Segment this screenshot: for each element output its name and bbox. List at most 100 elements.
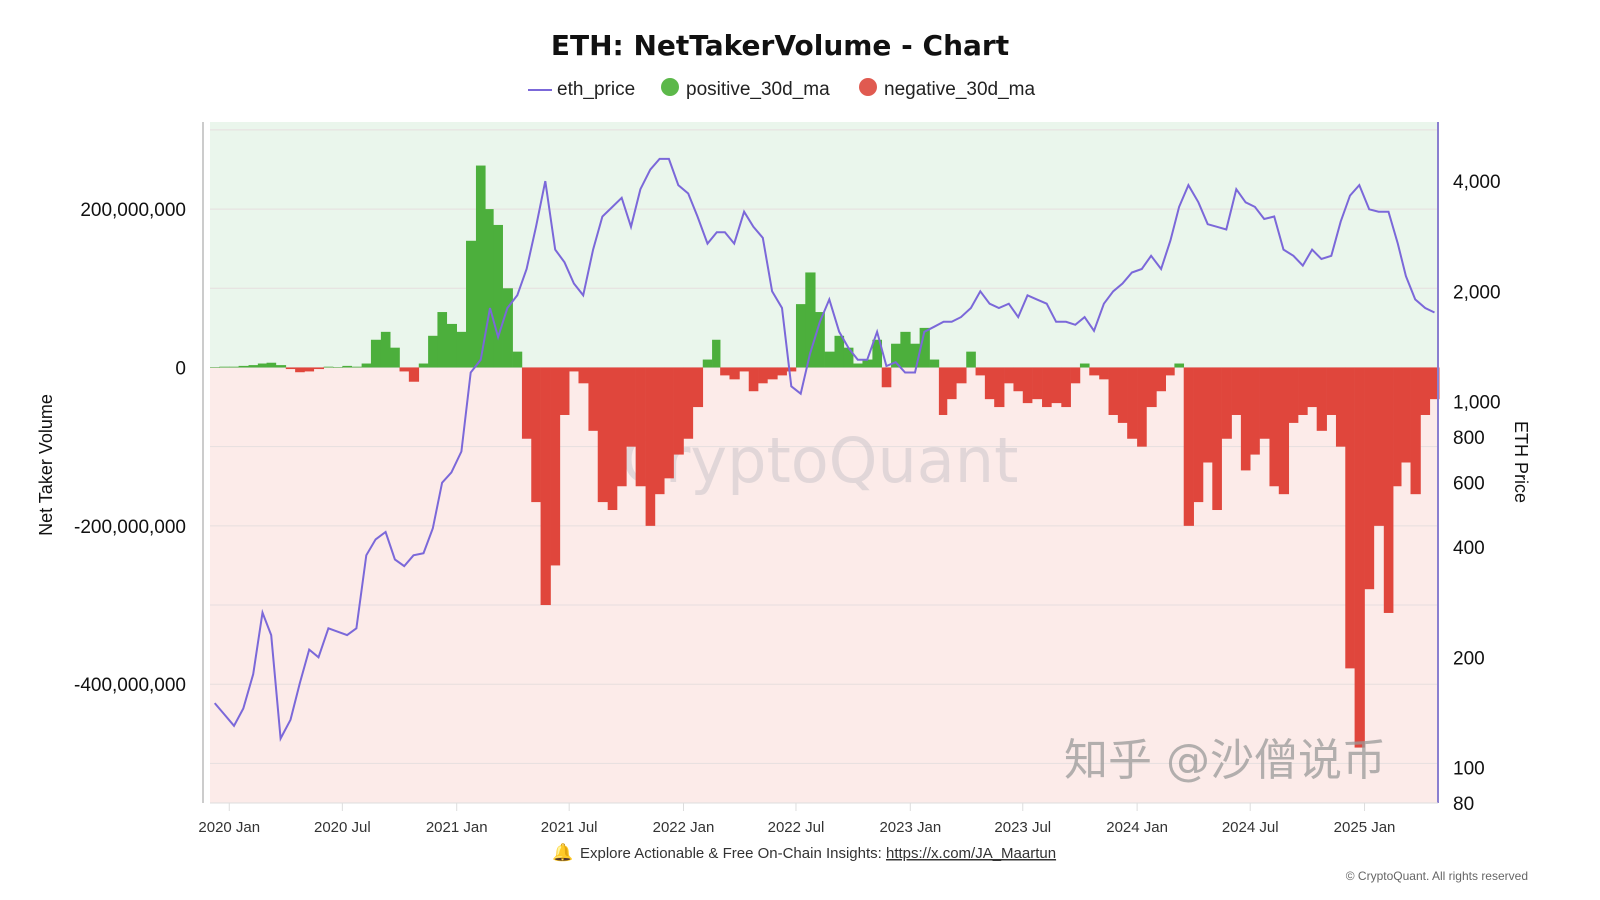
positive-bar bbox=[872, 339, 883, 368]
negative-bar bbox=[1156, 367, 1166, 392]
negative-bar bbox=[588, 367, 599, 431]
legend: eth_price positive_30d_ma negative_30d_m… bbox=[528, 78, 1035, 100]
negative-bar bbox=[1221, 367, 1232, 439]
negative-bar bbox=[1165, 367, 1175, 376]
negative-bar bbox=[313, 367, 325, 370]
zhihu-watermark: 知乎 @沙僧说币 bbox=[1064, 735, 1386, 786]
negative-bar bbox=[1298, 367, 1308, 415]
x-tick-label: 2021 Jul bbox=[541, 819, 598, 836]
negative-bar bbox=[1013, 367, 1024, 392]
right-tick-label: 400 bbox=[1453, 538, 1485, 559]
positive-bar bbox=[418, 363, 429, 368]
negative-bar bbox=[635, 367, 646, 487]
negative-bar bbox=[1269, 367, 1280, 487]
negative-bar bbox=[1137, 367, 1147, 447]
positive-bar bbox=[219, 366, 230, 368]
positive-bar bbox=[361, 363, 372, 368]
negative-bar bbox=[946, 367, 957, 400]
footer-text: Explore Actionable & Free On-Chain Insig… bbox=[580, 845, 1056, 862]
positive-bar bbox=[900, 331, 911, 368]
negative-bar bbox=[1070, 367, 1081, 384]
negative-bar bbox=[1212, 367, 1222, 511]
legend-item-positive[interactable]: positive_30d_ma bbox=[661, 78, 830, 100]
footer-link[interactable]: https://x.com/JA_Maartun bbox=[886, 845, 1056, 862]
negative-bar bbox=[994, 367, 1005, 408]
negative-bar bbox=[1051, 367, 1062, 404]
positive-bar bbox=[380, 331, 391, 368]
positive-bar bbox=[891, 343, 901, 368]
negative-bar bbox=[540, 367, 551, 606]
negative-bar bbox=[956, 367, 967, 384]
negative-bar bbox=[786, 367, 797, 372]
negative-bar bbox=[1042, 367, 1052, 408]
right-tick-label: 80 bbox=[1453, 794, 1474, 815]
right-tick-label: 800 bbox=[1453, 428, 1485, 449]
negative-bar bbox=[1326, 367, 1337, 415]
negative-bar bbox=[1345, 367, 1355, 669]
negative-bar bbox=[1099, 367, 1109, 380]
positive-bar bbox=[929, 359, 940, 368]
x-tick-label: 2020 Jul bbox=[314, 819, 371, 836]
right-axis-ticks: 4,000 2,000 1,000 800 600 400 200 100 80 bbox=[1453, 172, 1501, 815]
positive-bar bbox=[323, 366, 334, 368]
negative-bar bbox=[645, 367, 656, 526]
eth-price-line bbox=[213, 157, 1435, 742]
negative-bar bbox=[1022, 367, 1033, 404]
positive-bar bbox=[805, 272, 816, 368]
legend-item-negative[interactable]: negative_30d_ma bbox=[859, 78, 1035, 100]
negative-bar bbox=[1127, 367, 1138, 439]
positive-bar bbox=[266, 362, 277, 368]
negative-bar bbox=[1383, 367, 1394, 613]
x-tick-label: 2020 Jan bbox=[198, 819, 260, 836]
negative-bar bbox=[304, 367, 315, 372]
negative-bar bbox=[881, 367, 892, 388]
right-tick-label: 1,000 bbox=[1453, 392, 1501, 413]
negative-bar bbox=[1193, 367, 1204, 503]
positive-bar bbox=[248, 365, 259, 368]
positive-bar bbox=[390, 347, 400, 368]
positive-bar bbox=[834, 335, 845, 368]
positive-bar bbox=[428, 335, 438, 368]
right-tick-label: 600 bbox=[1453, 474, 1485, 495]
chart-title: ETH: NetTakerVolume - Chart bbox=[551, 29, 1009, 62]
negative-bar bbox=[1240, 367, 1251, 471]
positive-bar bbox=[910, 343, 920, 368]
negative-bar bbox=[617, 367, 627, 487]
positive-bar bbox=[862, 359, 873, 368]
right-tick-label: 200 bbox=[1453, 648, 1485, 669]
negative-bar bbox=[654, 367, 665, 495]
negative-background bbox=[210, 367, 1438, 803]
negative-bar bbox=[1335, 367, 1346, 447]
x-tick-label: 2025 Jan bbox=[1334, 819, 1396, 836]
positive-bar bbox=[966, 351, 976, 368]
positive-bar bbox=[275, 365, 287, 368]
positive-bar bbox=[919, 327, 930, 368]
negative-bar bbox=[1316, 367, 1327, 431]
negative-bar bbox=[597, 367, 608, 503]
positive-bar bbox=[795, 304, 806, 368]
x-axis-ticks: 2020 Jan 2020 Jul 2021 Jan 2021 Jul 2022 Jan… bbox=[198, 803, 1395, 836]
legend-circle-icon bbox=[661, 78, 679, 96]
positive-bar bbox=[712, 339, 721, 368]
negative-bar bbox=[673, 367, 684, 455]
negative-bar bbox=[1004, 367, 1014, 384]
negative-bar bbox=[1288, 367, 1299, 423]
x-tick-label: 2022 Jul bbox=[768, 819, 825, 836]
volume-bars bbox=[210, 165, 1440, 748]
negative-bar bbox=[1089, 367, 1100, 376]
copyright: © CryptoQuant. All rights reserved bbox=[1346, 869, 1528, 883]
legend-item-eth-price[interactable]: eth_price bbox=[528, 79, 635, 100]
left-tick-label: 200,000,000 bbox=[80, 200, 186, 221]
negative-bar bbox=[521, 367, 532, 439]
negative-bar bbox=[1420, 367, 1431, 415]
negative-bar bbox=[1117, 367, 1128, 423]
positive-bar bbox=[456, 331, 467, 368]
negative-bar bbox=[1146, 367, 1157, 408]
negative-bar bbox=[739, 367, 750, 372]
positive-bar bbox=[475, 165, 486, 368]
negative-bar bbox=[1401, 367, 1411, 463]
negative-bar bbox=[1183, 367, 1194, 526]
right-tick-label: 2,000 bbox=[1453, 282, 1501, 303]
left-tick-label: -400,000,000 bbox=[74, 675, 186, 696]
left-tick-label: -200,000,000 bbox=[74, 517, 186, 538]
